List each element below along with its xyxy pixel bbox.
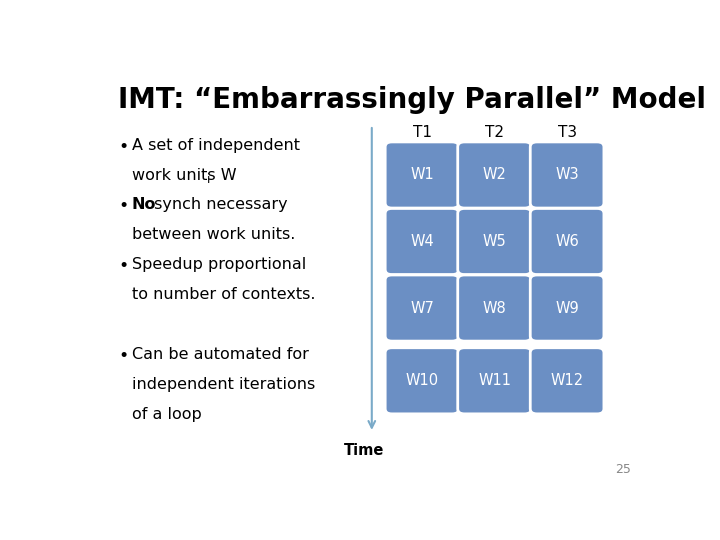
FancyBboxPatch shape	[458, 275, 531, 341]
Text: Time: Time	[344, 443, 384, 458]
Text: independent iterations: independent iterations	[132, 377, 315, 392]
FancyBboxPatch shape	[458, 142, 531, 208]
Text: •: •	[118, 258, 128, 275]
FancyBboxPatch shape	[530, 275, 604, 341]
Text: IMT: “Embarrassingly Parallel” Model: IMT: “Embarrassingly Parallel” Model	[118, 85, 706, 113]
Text: W1: W1	[410, 167, 434, 183]
Text: W6: W6	[555, 234, 579, 249]
Text: W11: W11	[478, 373, 511, 388]
Text: W12: W12	[551, 373, 584, 388]
Text: of a loop: of a loop	[132, 407, 202, 422]
Text: A set of independent: A set of independent	[132, 138, 300, 153]
Text: W8: W8	[482, 301, 506, 315]
Text: i: i	[207, 173, 210, 186]
FancyBboxPatch shape	[385, 348, 459, 414]
Text: W5: W5	[482, 234, 506, 249]
Text: between work units.: between work units.	[132, 227, 295, 242]
FancyBboxPatch shape	[385, 208, 459, 274]
Text: Speedup proportional: Speedup proportional	[132, 258, 306, 272]
Text: W2: W2	[482, 167, 506, 183]
Text: T3: T3	[557, 125, 577, 140]
Text: synch necessary: synch necessary	[149, 198, 288, 212]
Text: •: •	[118, 138, 128, 156]
Text: W10: W10	[405, 373, 438, 388]
Text: W9: W9	[555, 301, 579, 315]
FancyBboxPatch shape	[385, 142, 459, 208]
Text: Can be automated for: Can be automated for	[132, 347, 309, 362]
Text: W7: W7	[410, 301, 434, 315]
Text: work units W: work units W	[132, 167, 236, 183]
Text: W3: W3	[555, 167, 579, 183]
Text: •: •	[118, 347, 128, 365]
FancyBboxPatch shape	[458, 348, 531, 414]
FancyBboxPatch shape	[530, 142, 604, 208]
Text: 25: 25	[616, 463, 631, 476]
Text: W4: W4	[410, 234, 434, 249]
Text: to number of contexts.: to number of contexts.	[132, 287, 315, 302]
Text: No: No	[132, 198, 156, 212]
Text: T1: T1	[413, 125, 431, 140]
Text: T2: T2	[485, 125, 504, 140]
FancyBboxPatch shape	[530, 208, 604, 274]
FancyBboxPatch shape	[458, 208, 531, 274]
FancyBboxPatch shape	[385, 275, 459, 341]
Text: •: •	[118, 198, 128, 215]
FancyBboxPatch shape	[530, 348, 604, 414]
